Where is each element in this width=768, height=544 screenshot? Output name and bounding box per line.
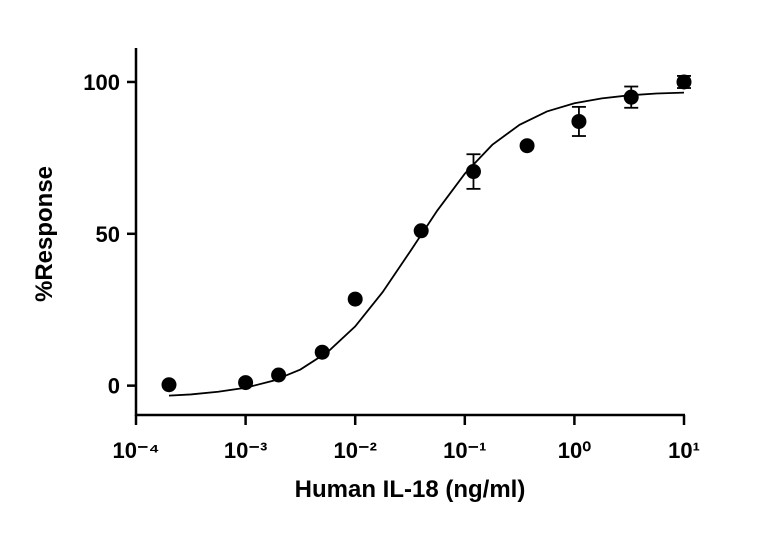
y-tick-label: 0 (108, 374, 120, 399)
data-point (271, 367, 287, 383)
x-tick-label: 10⁻² (333, 438, 376, 463)
data-point (347, 291, 363, 307)
y-tick-label: 100 (83, 70, 120, 95)
x-tick-label: 10¹ (668, 438, 700, 463)
y-axis-label: %Response (31, 166, 58, 302)
x-tick-label: 10⁻⁴ (113, 438, 160, 463)
data-point (314, 344, 330, 360)
x-tick-label: 10⁰ (558, 438, 591, 463)
data-point (161, 377, 177, 393)
data-point (465, 164, 481, 180)
data-point (238, 375, 254, 391)
y-tick-label: 50 (96, 222, 120, 247)
data-point (571, 113, 587, 129)
x-axis-label: Human IL-18 (ng/ml) (295, 476, 526, 503)
x-tick-label: 10⁻³ (224, 438, 267, 463)
data-point (413, 223, 429, 239)
data-point (519, 138, 535, 154)
fit-curve (168, 91, 685, 397)
x-tick-label: 10⁻¹ (443, 438, 486, 463)
data-point (623, 89, 639, 105)
data-point (676, 74, 692, 90)
